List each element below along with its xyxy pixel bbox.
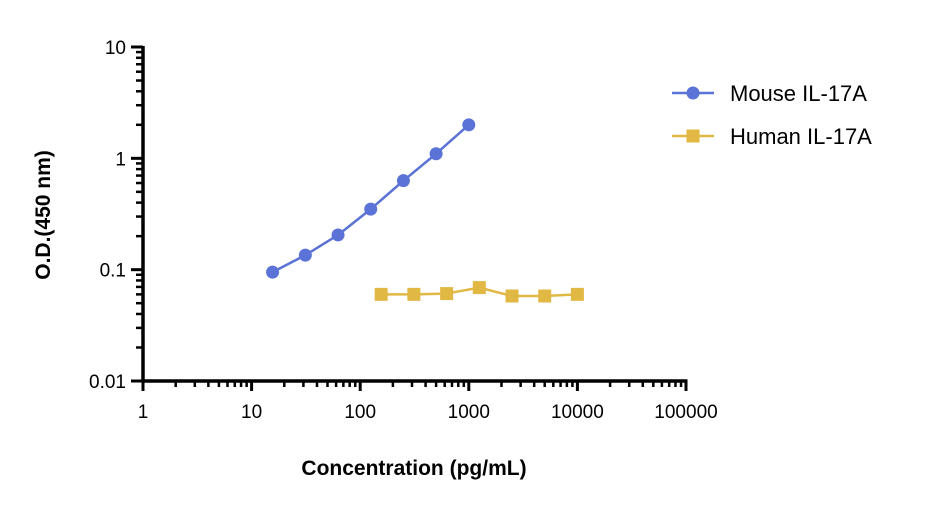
x-tick-label: 10	[241, 402, 262, 423]
x-tick-label: 100	[344, 402, 376, 423]
data-point-mouse-il-17a	[429, 147, 443, 161]
y-axis-title: O.D.(450 nm)	[32, 150, 55, 280]
data-point-human-il-17a	[505, 289, 519, 303]
data-point-human-il-17a	[440, 287, 454, 301]
legend-label-mouse-il-17a: Mouse IL-17A	[730, 81, 867, 106]
data-point-human-il-17a	[374, 287, 388, 301]
data-point-human-il-17a	[570, 287, 584, 301]
data-point-mouse-il-17a	[266, 265, 280, 279]
x-tick-label: 10000	[551, 402, 604, 423]
x-axis-title: Concentration (pg/mL)	[301, 457, 526, 480]
data-point-mouse-il-17a	[331, 228, 345, 242]
y-tick-label: 1	[115, 149, 126, 170]
legend: Mouse IL-17A Human IL-17A	[672, 81, 872, 149]
data-point-human-il-17a	[472, 281, 486, 295]
x-tick-label: 100000	[654, 402, 717, 423]
x-tick-label: 1000	[448, 402, 490, 423]
data-point-mouse-il-17a	[462, 118, 476, 132]
data-point-mouse-il-17a	[364, 202, 378, 216]
legend-label-human-il-17a: Human IL-17A	[730, 124, 872, 149]
axes: 1 10 100 1000 10000 100000 0.01 0.1 1 10	[89, 38, 718, 423]
plot-area	[266, 118, 584, 303]
legend-marker-mouse-il-17a	[686, 86, 700, 100]
data-point-mouse-il-17a	[396, 174, 410, 188]
data-point-human-il-17a	[407, 287, 421, 301]
y-tick-label: 10	[105, 38, 126, 59]
data-point-human-il-17a	[538, 289, 552, 303]
legend-marker-human-il-17a	[686, 129, 700, 143]
y-tick-label: 0.1	[100, 261, 126, 282]
x-tick-label: 1	[138, 402, 149, 423]
data-point-mouse-il-17a	[298, 248, 312, 262]
y-tick-label: 0.01	[89, 372, 126, 393]
